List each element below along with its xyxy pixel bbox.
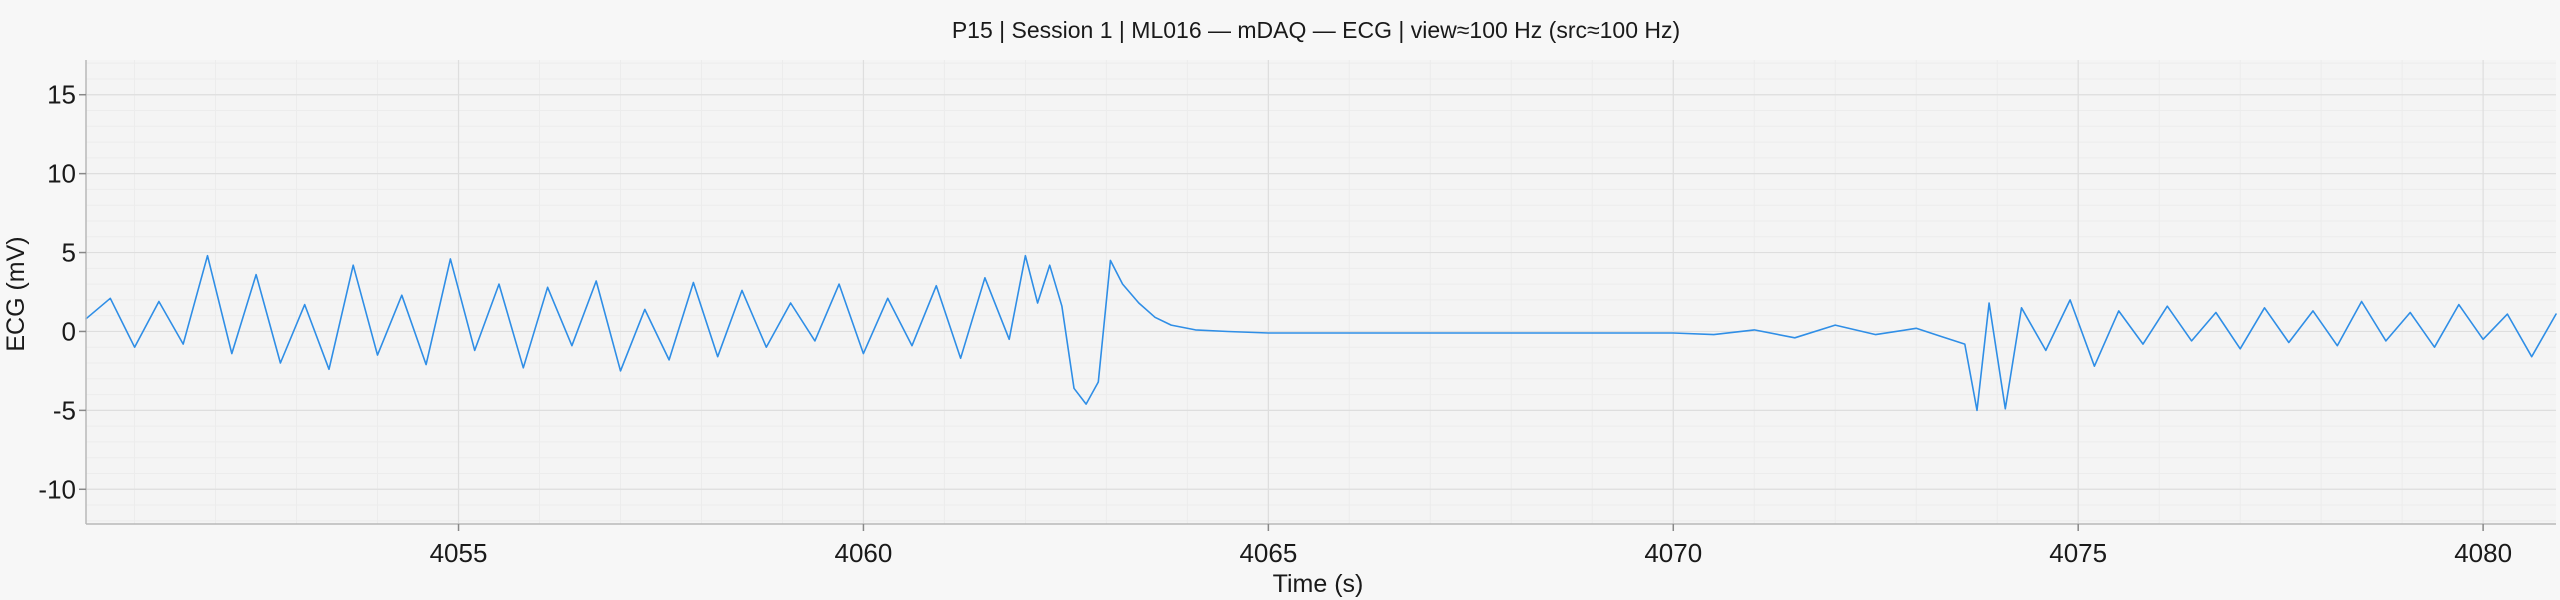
x-tick-label: 4065 <box>1239 538 1297 568</box>
y-tick-label: 15 <box>47 80 76 110</box>
y-tick-label: 10 <box>47 159 76 189</box>
x-tick-label: 4080 <box>2454 538 2512 568</box>
x-tick-labels: 4055 4060 4065 4070 4075 4080 <box>430 524 2512 568</box>
plot-area <box>86 60 2556 524</box>
x-tick-label: 4075 <box>2049 538 2107 568</box>
y-axis-title: ECG (mV) <box>2 236 30 351</box>
x-axis-title: Time (s) <box>1273 570 1364 598</box>
series-layer <box>85 254 2557 412</box>
y-tick-label: -10 <box>38 474 76 504</box>
chart-title: P15 | Session 1 | ML016 — mDAQ — ECG | v… <box>952 17 1680 43</box>
x-tick-label: 4060 <box>835 538 893 568</box>
y-tick-label: -5 <box>53 395 76 425</box>
major-grid <box>86 60 2556 524</box>
x-tick-label: 4055 <box>430 538 488 568</box>
x-tick-label: 4070 <box>1644 538 1702 568</box>
ecg-series-line <box>85 254 2557 412</box>
y-tick-labels: -10 -5 0 5 10 15 <box>38 80 86 504</box>
y-tick-label: 5 <box>62 238 76 268</box>
y-tick-label: 0 <box>62 316 76 346</box>
